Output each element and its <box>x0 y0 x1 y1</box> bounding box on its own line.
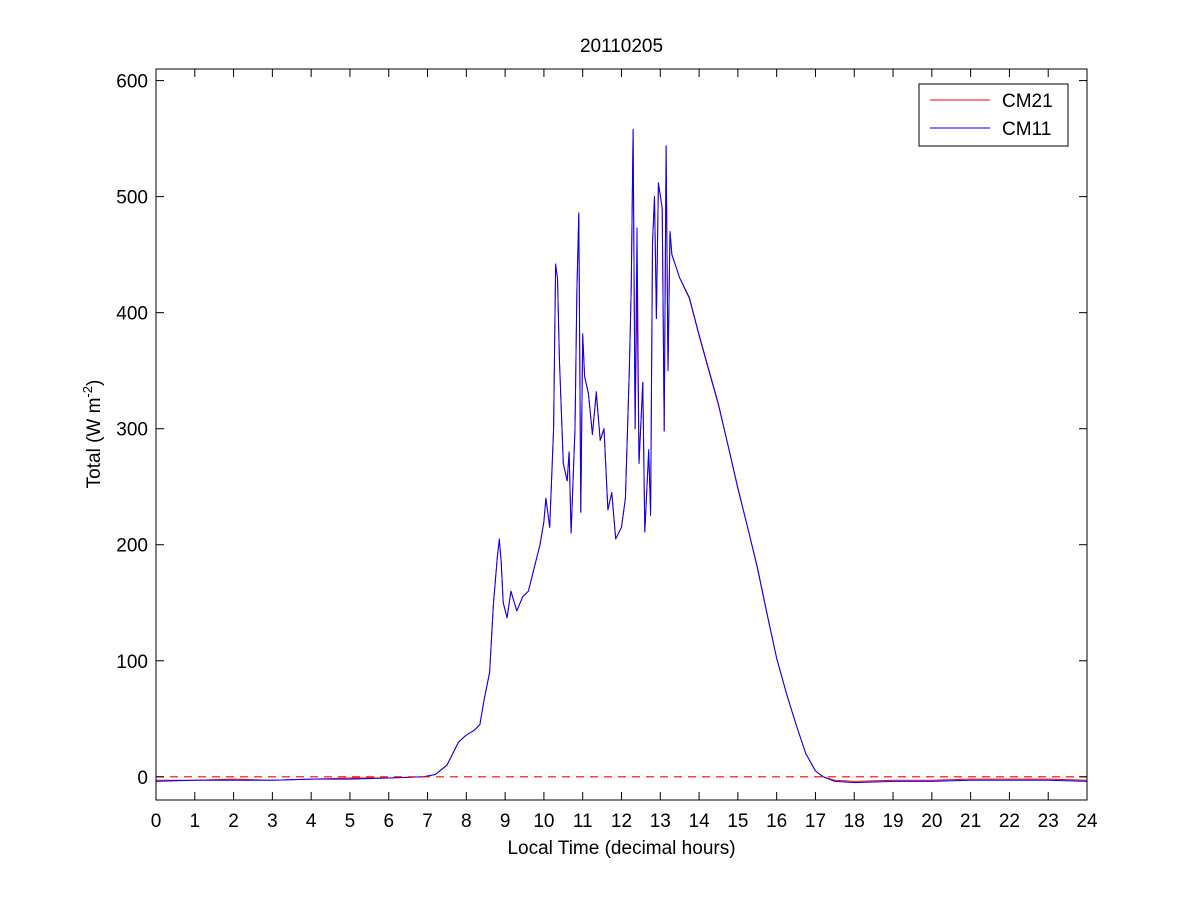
chart-title: 20110205 <box>580 36 663 57</box>
x-tick-label: 7 <box>422 811 433 832</box>
x-tick-label: 20 <box>921 811 942 832</box>
x-axis-label: Local Time (decimal hours) <box>507 838 735 859</box>
x-tick-label: 8 <box>461 811 472 832</box>
x-tick-label: 22 <box>999 811 1020 832</box>
x-tick-label: 21 <box>960 811 981 832</box>
y-axis-label-close: ) <box>84 380 105 386</box>
y-axis-label: Total (W m-2) <box>80 380 105 489</box>
y-axis-label-main: Total (W m <box>84 398 105 489</box>
legend-label-cm11: CM11 <box>1002 119 1051 140</box>
plot-area <box>156 69 1087 800</box>
y-axis-label-superscript: -2 <box>80 386 95 398</box>
y-tick-label: 400 <box>116 304 148 325</box>
series-line-cm11 <box>155 128 1088 784</box>
x-tick-label: 6 <box>383 811 394 832</box>
y-tick-label: 0 <box>137 768 148 789</box>
legend: CM21 CM11 <box>918 83 1069 147</box>
x-tick-label: 0 <box>151 811 162 832</box>
x-tick-label: 10 <box>533 811 554 832</box>
legend-label-cm21: CM21 <box>1002 91 1053 112</box>
x-tick-label: 18 <box>844 811 865 832</box>
x-tick-label: 4 <box>306 811 317 832</box>
series-layer <box>155 128 1088 784</box>
x-tick-label: 23 <box>1038 811 1059 832</box>
x-tick-label: 1 <box>190 811 201 832</box>
y-tick-label: 600 <box>116 72 148 93</box>
x-tick-label: 16 <box>766 811 787 832</box>
tick-layer: 0 1 2 3 4 5 6 7 8 9 10 11 12 13 14 15 16 17 18 19 20 21 22 23 24… <box>116 69 1098 832</box>
legend-box <box>918 83 1069 147</box>
x-tick-label: 24 <box>1076 811 1098 832</box>
x-tick-label: 14 <box>689 811 711 832</box>
x-tick-label: 11 <box>573 811 593 832</box>
x-tick-label: 5 <box>345 811 356 832</box>
x-tick-label: 17 <box>805 811 826 832</box>
x-tick-label: 19 <box>882 811 903 832</box>
y-tick-label: 300 <box>116 420 148 441</box>
x-tick-label: 2 <box>228 811 239 832</box>
y-tick-label: 500 <box>116 188 148 209</box>
y-tick-label: 100 <box>116 652 148 673</box>
y-tick-label: 200 <box>116 536 148 557</box>
x-tick-label: 3 <box>267 811 278 832</box>
x-tick-label: 13 <box>650 811 671 832</box>
x-tick-label: 15 <box>727 811 748 832</box>
x-tick-label: 12 <box>611 811 632 832</box>
x-tick-label: 9 <box>500 811 511 832</box>
